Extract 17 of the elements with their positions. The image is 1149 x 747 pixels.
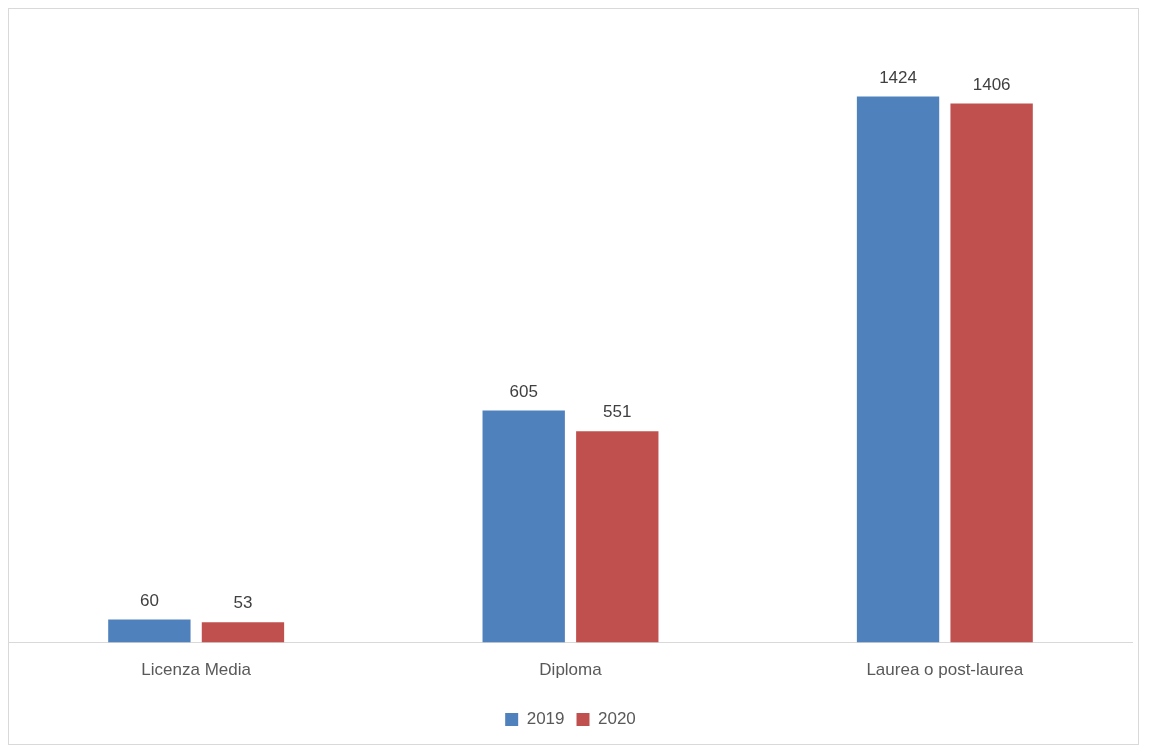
x-tick-label: Licenza Media [141, 660, 252, 680]
data-label: 53 [233, 593, 253, 613]
bar [856, 96, 940, 643]
x-tick-label: Diploma [539, 660, 603, 680]
data-label: 605 [509, 381, 538, 401]
bar [482, 410, 565, 643]
data-label: 60 [139, 590, 159, 610]
bar [950, 103, 1033, 643]
x-tick-label: Laurea o post-laurea [866, 660, 1024, 680]
legend-label: 2020 [598, 709, 636, 729]
data-label: 551 [603, 402, 632, 422]
bar [201, 622, 285, 643]
bar [108, 619, 191, 643]
data-label: 1406 [972, 74, 1011, 94]
bar [576, 431, 659, 643]
legend-label: 2019 [526, 709, 565, 729]
data-label: 1424 [879, 67, 917, 87]
